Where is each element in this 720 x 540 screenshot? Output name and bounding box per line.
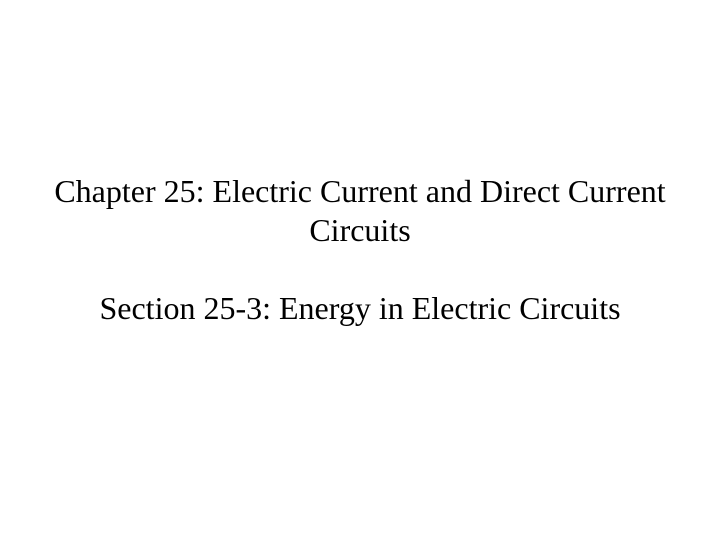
slide-container: Chapter 25: Electric Current and Direct …: [40, 172, 680, 327]
section-title: Section 25-3: Energy in Electric Circuit…: [40, 289, 680, 327]
chapter-title: Chapter 25: Electric Current and Direct …: [40, 172, 680, 249]
